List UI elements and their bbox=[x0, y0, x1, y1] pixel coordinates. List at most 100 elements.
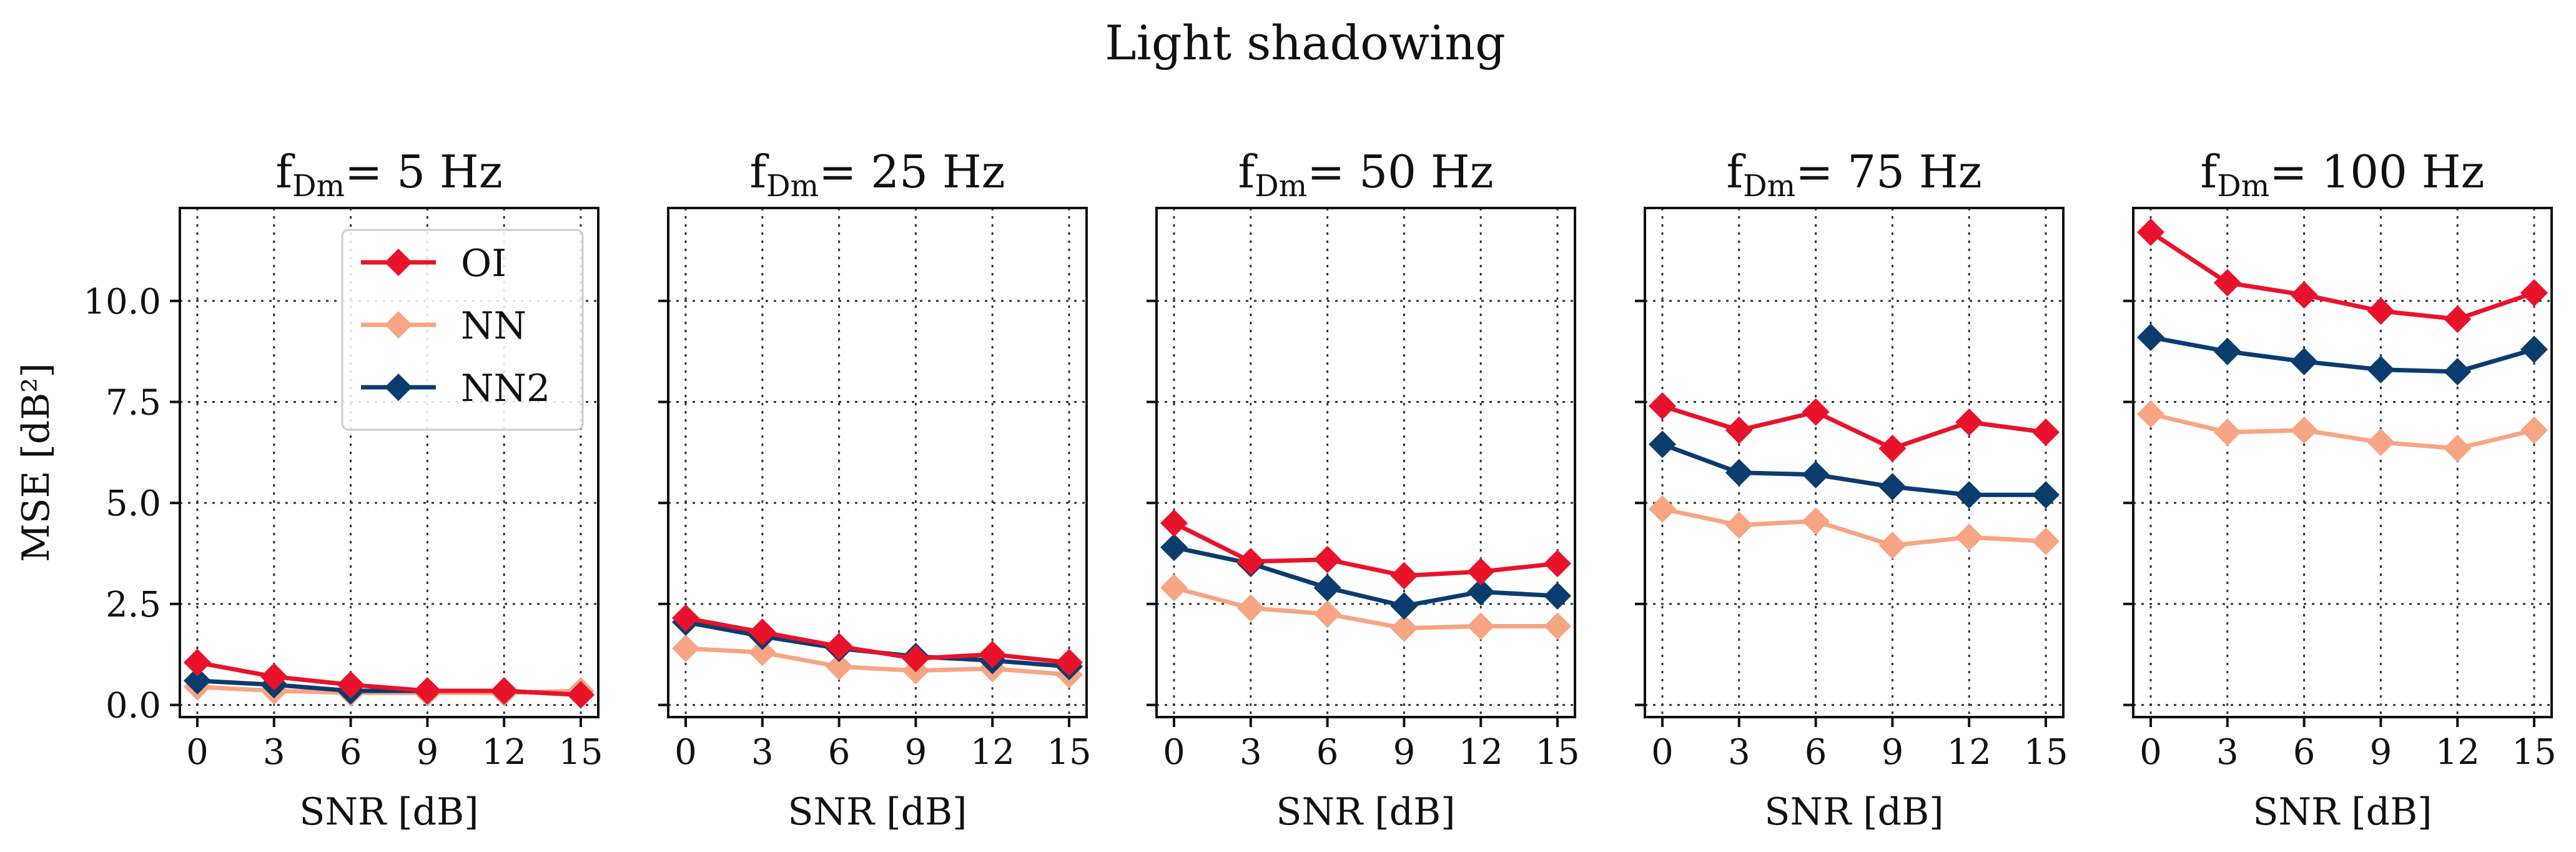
x-tick-label: 12 bbox=[970, 732, 1015, 773]
x-tick-label: 15 bbox=[2512, 732, 2556, 773]
data-point-oi bbox=[1955, 408, 1983, 436]
data-point-nn2 bbox=[1878, 473, 1907, 501]
legend-marker-nn bbox=[385, 311, 412, 339]
y-tick-label: 0.0 bbox=[106, 686, 161, 726]
x-axis-label: SNR [dB] bbox=[1764, 790, 1943, 834]
data-point-nn2 bbox=[1160, 533, 1188, 562]
subplot-title: fDm= 50 Hz bbox=[1238, 146, 1493, 204]
subplot-2: 0 3 6 9 12 15 SNR [dB] fDm= 25 Hz bbox=[658, 146, 1092, 834]
x-tick-label: 0 bbox=[186, 732, 209, 773]
x-tick-label: 0 bbox=[2139, 732, 2162, 773]
data-point-oi bbox=[2520, 279, 2548, 307]
axes-frame bbox=[1155, 207, 1576, 718]
data-point-oi bbox=[1313, 545, 1341, 573]
data-point-oi bbox=[1725, 416, 1753, 444]
subplot-title: fDm= 5 Hz bbox=[275, 146, 502, 204]
data-point-oi bbox=[1390, 562, 1418, 590]
data-point-oi bbox=[184, 648, 211, 676]
series-line-nn2 bbox=[2150, 335, 2535, 374]
data-point-oi bbox=[1055, 648, 1083, 676]
data-point-nn2 bbox=[2290, 347, 2318, 375]
y-tick-label: 5.0 bbox=[106, 483, 161, 524]
data-point-oi bbox=[902, 645, 930, 673]
series-line-oi bbox=[685, 616, 1070, 665]
legend-marker-oi bbox=[385, 249, 412, 276]
x-tick-label: 9 bbox=[1393, 732, 1416, 773]
x-tick-label: 15 bbox=[2023, 732, 2068, 773]
y-tick-label: 2.5 bbox=[106, 585, 161, 625]
data-point-oi bbox=[260, 663, 288, 691]
x-tick-label: 9 bbox=[2370, 732, 2392, 773]
data-point-oi bbox=[2444, 305, 2472, 333]
x-tick-label: 6 bbox=[340, 732, 362, 773]
legend-label-nn2: NN2 bbox=[461, 367, 550, 410]
data-point-nn bbox=[2520, 416, 2548, 444]
x-tick-label: 12 bbox=[2435, 732, 2480, 773]
data-point-oi bbox=[825, 632, 853, 660]
data-point-oi bbox=[413, 676, 442, 705]
data-point-oi bbox=[1467, 558, 1495, 586]
data-point-nn2 bbox=[2213, 337, 2241, 365]
data-point-nn bbox=[748, 638, 776, 666]
data-point-nn2 bbox=[184, 666, 211, 695]
data-point-oi bbox=[2213, 269, 2241, 297]
subplot-3: 0 3 6 9 12 15 SNR [dB] fDm= 50 Hz bbox=[1147, 146, 1580, 834]
data-point-oi bbox=[337, 671, 365, 699]
data-point-nn2 bbox=[1467, 578, 1495, 606]
data-point-nn2 bbox=[2520, 335, 2548, 364]
series-line-oi bbox=[1661, 404, 2046, 451]
data-point-nn2 bbox=[1802, 460, 1830, 488]
x-tick-label: 12 bbox=[1459, 732, 1503, 773]
data-point-oi bbox=[2290, 281, 2318, 309]
axes-frame bbox=[667, 207, 1088, 718]
x-tick-label: 9 bbox=[417, 732, 439, 773]
x-axis-label: SNR [dB] bbox=[2253, 790, 2432, 834]
subplot-5: 0 3 6 9 12 15 SNR [dB] fDm= 100 Hz bbox=[2123, 146, 2557, 834]
x-tick-label: 6 bbox=[828, 732, 851, 773]
series-line-oi bbox=[2149, 230, 2535, 322]
x-tick-label: 3 bbox=[751, 732, 774, 773]
data-point-oi bbox=[1878, 434, 1907, 462]
y-tick-label: 7.5 bbox=[106, 382, 161, 423]
data-point-nn bbox=[1544, 612, 1571, 640]
data-point-nn2 bbox=[1649, 430, 1676, 458]
data-point-oi bbox=[490, 676, 518, 705]
data-point-nn2 bbox=[2032, 481, 2060, 509]
data-point-nn bbox=[2137, 400, 2164, 428]
axes-frame bbox=[179, 207, 600, 718]
data-point-nn bbox=[1649, 495, 1676, 523]
x-axis-label: SNR [dB] bbox=[1276, 790, 1455, 834]
data-point-nn bbox=[1725, 511, 1753, 539]
x-tick-label: 0 bbox=[674, 732, 697, 773]
figure-title: Light shadowing bbox=[1105, 15, 1506, 71]
data-point-nn2 bbox=[1544, 582, 1571, 610]
data-point-nn bbox=[1878, 532, 1907, 560]
data-point-nn2 bbox=[2137, 323, 2164, 351]
x-tick-label: 0 bbox=[1163, 732, 1185, 773]
series-line-nn bbox=[1662, 507, 2046, 548]
x-tick-label: 6 bbox=[1805, 732, 1827, 773]
x-tick-label: 3 bbox=[1240, 732, 1262, 773]
data-point-oi bbox=[672, 604, 699, 632]
data-point-oi bbox=[1160, 509, 1188, 537]
x-tick-label: 6 bbox=[2293, 732, 2316, 773]
y-tick-label: 10.0 bbox=[83, 282, 161, 322]
data-point-oi bbox=[2137, 218, 2164, 246]
x-tick-label: 3 bbox=[2216, 732, 2239, 773]
data-point-nn bbox=[2213, 418, 2241, 446]
series-line-nn2 bbox=[1661, 442, 2046, 497]
y-axis-label: MSE [dB²] bbox=[14, 363, 58, 562]
data-point-nn bbox=[825, 653, 853, 681]
data-point-nn bbox=[1802, 507, 1830, 535]
subplot-title: fDm= 100 Hz bbox=[2201, 146, 2485, 204]
subplot-4: 0 3 6 9 12 15 SNR [dB] fDm= 75 Hz bbox=[1635, 146, 2068, 834]
data-point-nn bbox=[2032, 527, 2060, 555]
subplots: 0 3 6 9 12 15 0.0 2.5 5.0 7.5 10.0 SNR [dB] MSE [dB²… bbox=[14, 146, 2557, 834]
x-tick-label: 0 bbox=[1651, 732, 1674, 773]
data-point-oi bbox=[979, 640, 1007, 668]
subplot-title: fDm= 75 Hz bbox=[1726, 146, 1981, 204]
x-tick-label: 12 bbox=[482, 732, 526, 773]
x-tick-label: 6 bbox=[1316, 732, 1339, 773]
x-tick-label: 3 bbox=[1728, 732, 1750, 773]
data-point-oi bbox=[567, 681, 595, 709]
